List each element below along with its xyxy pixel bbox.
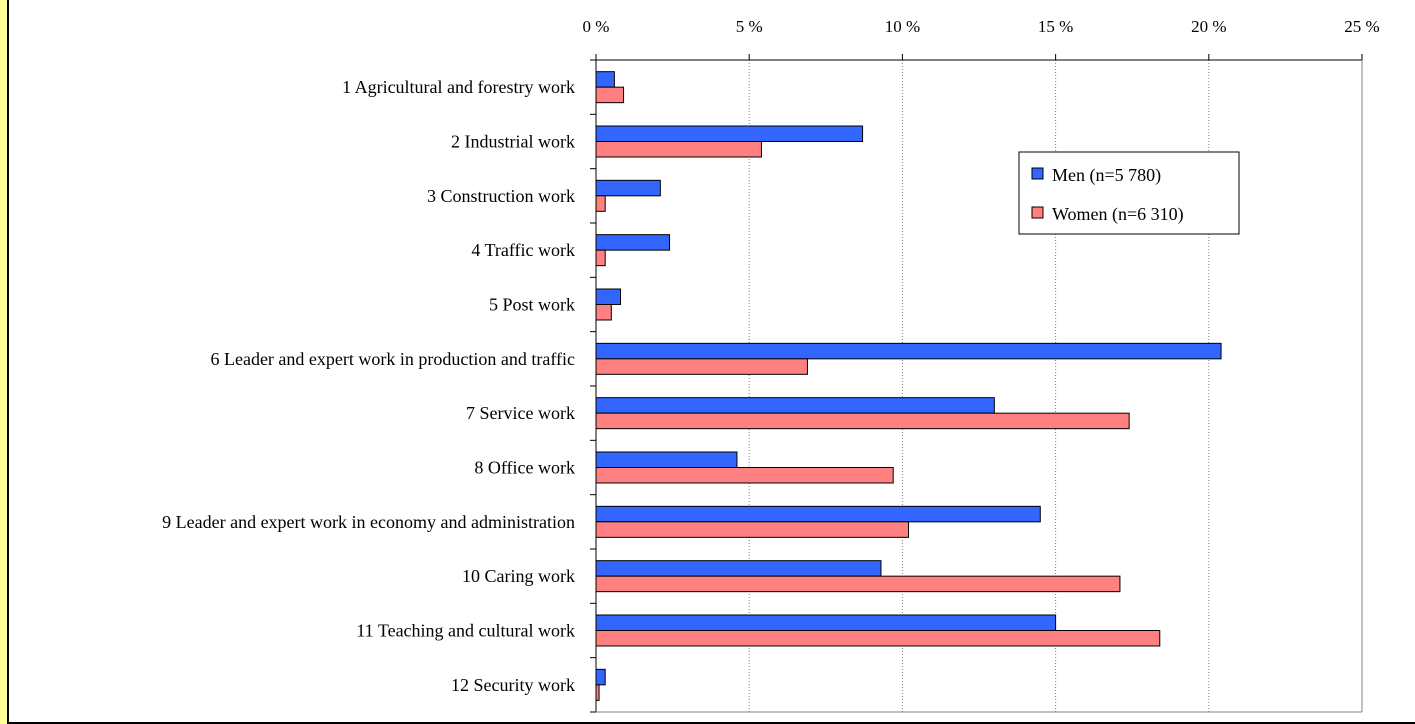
x-tick-label: 5 % [736,17,763,36]
bar-women [595,521,910,538]
labels: 0 % 5 % 10 % 15 % 20 % 25 % 1 Agricultural and… [162,17,1380,695]
bar-men [595,451,738,468]
bar-women [595,575,1121,593]
x-tick-label: 20 % [1191,17,1226,36]
bar-women [595,358,808,375]
axes [590,54,1363,713]
bar-men [595,71,615,88]
legend: Men (n=5 780) Women (n=6 310) [1018,151,1240,235]
bar-chart: 0 % 5 % 10 % 15 % 20 % 25 % 1 Agricultural and… [162,17,1380,713]
x-tick-label: 25 % [1344,17,1379,36]
category-label: 8 Office work [474,458,575,478]
legend-swatch-men [1031,167,1044,180]
bar-men [595,179,661,197]
x-tick-label: 10 % [885,17,920,36]
bar-women [595,467,894,484]
bar-men [595,234,671,251]
bar-men [595,560,882,577]
chart-frame: 0 % 5 % 10 % 15 % 20 % 25 % 1 Agricultural and… [7,0,1415,724]
category-label: 1 Agricultural and forestry work [342,77,575,97]
bars [595,71,1222,701]
bar-men [595,505,1041,523]
bar-men [595,125,864,142]
category-label: 2 Industrial work [451,132,575,152]
legend-box [1018,151,1240,235]
bar-men [595,668,606,686]
bar-women [595,249,606,267]
bar-men [595,614,1057,631]
category-label: 4 Traffic work [471,240,575,260]
category-label: 12 Security work [451,675,575,695]
bar-women [595,141,762,158]
bar-women [595,630,1161,647]
bar-women [595,304,612,321]
legend-label-men: Men (n=5 780) [1052,165,1161,186]
category-label: 10 Caring work [462,566,575,586]
bar-women [595,412,1130,430]
x-tick-label: 15 % [1038,17,1073,36]
category-label: 7 Service work [466,403,575,423]
legend-label-women: Women (n=6 310) [1052,204,1184,225]
category-label: 5 Post work [489,295,575,315]
legend-swatch-women [1031,206,1044,219]
category-label: 11 Teaching and cultural work [356,621,575,641]
bar-women [595,86,625,104]
bar-women [595,195,606,212]
bar-men [595,342,1222,360]
bar-men [595,397,995,414]
bar-men [595,288,622,305]
category-label: 9 Leader and expert work in economy and … [162,512,575,532]
x-tick-label: 0 % [583,17,610,36]
category-label: 6 Leader and expert work in production a… [210,349,575,369]
category-label: 3 Construction work [427,186,575,206]
